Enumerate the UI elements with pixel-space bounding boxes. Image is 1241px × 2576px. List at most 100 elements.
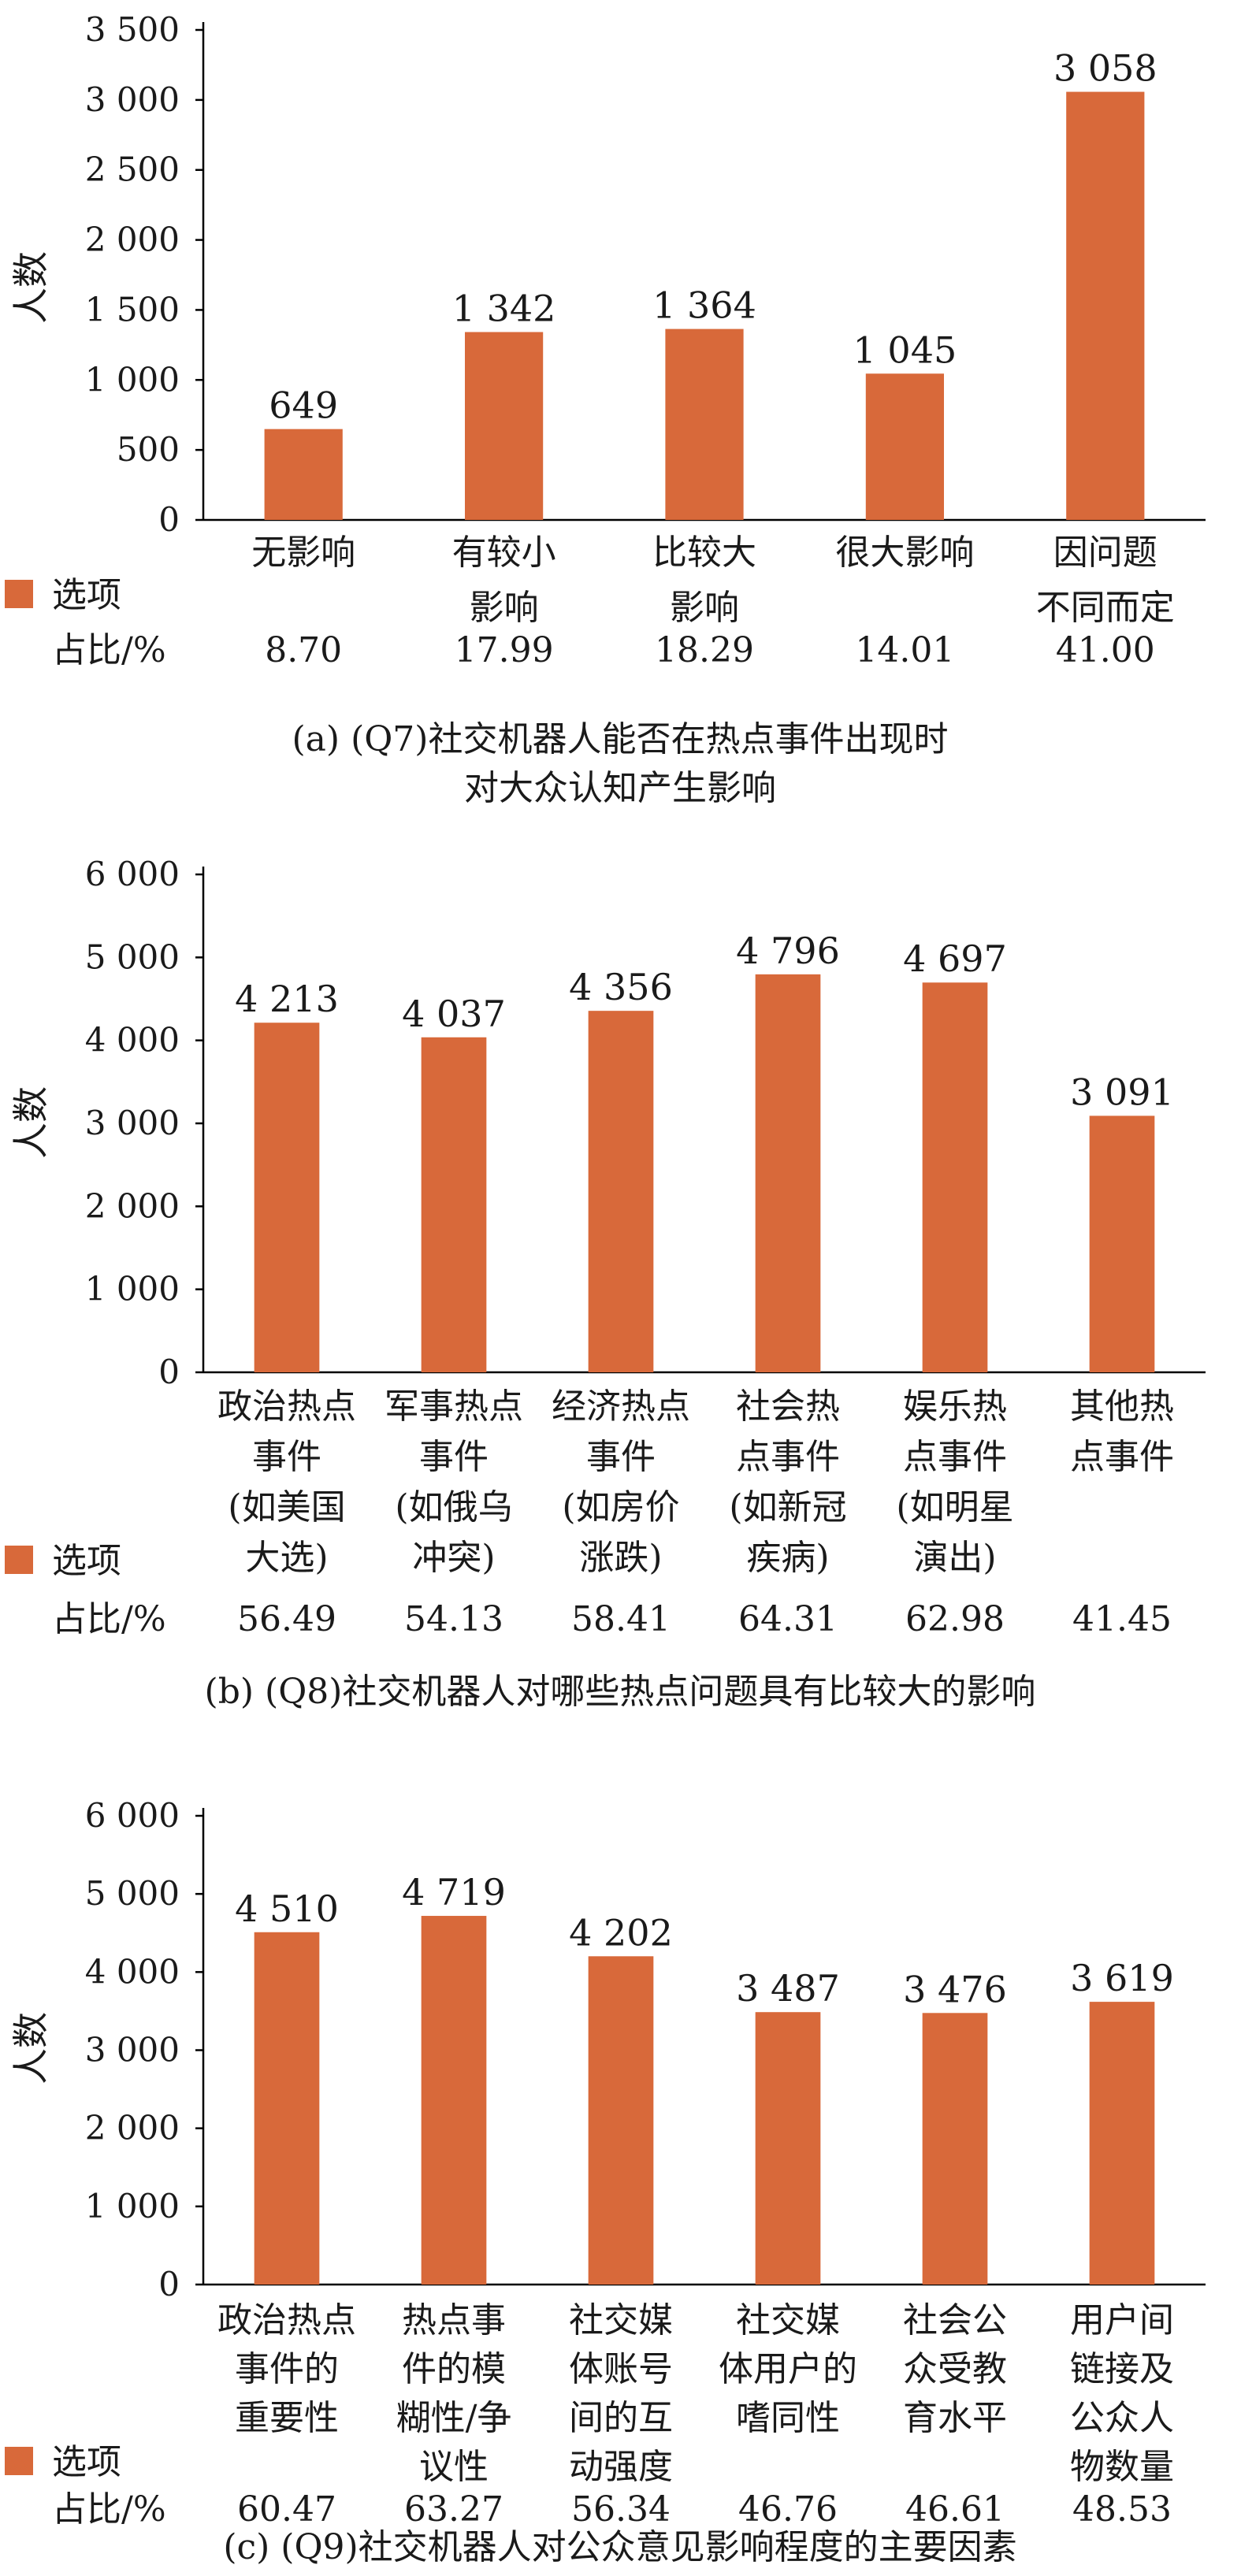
category-label: 体账号 [569, 2349, 673, 2389]
chart-panel-c: 0 1 000 2 000 3 000 4 000 5 000 6 000 人数 4 510 政治… [5, 1796, 1206, 2567]
category-label: 疾病) [746, 1538, 829, 1578]
bar [1089, 2002, 1155, 2285]
category-label: 间的互 [569, 2398, 673, 2438]
percentage-value: 41.00 [1056, 630, 1155, 670]
percentage-value: 62.98 [905, 1599, 1005, 1639]
bar-value-label: 3 487 [736, 1967, 840, 2010]
y-tick-label: 1 000 [85, 2187, 180, 2225]
category-label: (如明星 [896, 1487, 1013, 1527]
bar [755, 2012, 821, 2285]
percentage-value: 58.41 [571, 1599, 671, 1639]
percentage-value: 48.53 [1072, 2489, 1172, 2530]
bar-value-label: 4 356 [569, 966, 673, 1008]
category-label: 点事件 [736, 1437, 840, 1477]
bar [254, 1023, 320, 1372]
bar-value-label: 4 796 [736, 930, 840, 972]
percentage-value: 56.49 [237, 1599, 336, 1639]
chart-caption: (b) (Q8)社交机器人对哪些热点问题具有比较大的影响 [205, 1672, 1036, 1712]
category-label: 社交媒 [736, 2300, 840, 2340]
bar [922, 2013, 988, 2285]
y-tick-label: 2 000 [85, 221, 180, 259]
percentage-value: 46.76 [738, 2489, 838, 2530]
y-tick-label: 3 000 [85, 2031, 180, 2069]
bar-value-label: 4 037 [402, 993, 506, 1035]
percentage-value: 56.34 [571, 2489, 671, 2530]
y-tick-label: 1 000 [85, 360, 180, 399]
category-label: 体用户的 [719, 2349, 857, 2389]
chart-panel-b: 0 1 000 2 000 3 000 4 000 5 000 6 000 人数 4 213 政治… [5, 855, 1206, 1712]
category-label: 因问题 [1053, 533, 1157, 573]
category-label: 政治热点 [217, 2300, 356, 2340]
y-tick-label: 1 000 [85, 1270, 180, 1308]
y-axis-label: 人数 [9, 2012, 52, 2084]
category-label: 冲突) [412, 1538, 495, 1578]
legend-label: 选项 [52, 2442, 121, 2482]
percentage-value: 63.27 [404, 2489, 503, 2530]
category-label: 经济热点 [552, 1386, 690, 1427]
category-label: 政治热点 [217, 1386, 356, 1427]
category-label: 比较大 [652, 533, 756, 573]
chart-caption: 对大众认知产生影响 [464, 768, 776, 808]
bar [865, 373, 945, 520]
category-label: 军事热点 [385, 1386, 523, 1427]
category-label: 重要性 [235, 2398, 339, 2438]
bar [464, 332, 544, 520]
chart-panel-a: 0 500 1 000 1 500 2 000 2 500 3 000 3 500 人数 649 无… [5, 10, 1206, 808]
bar [1066, 91, 1145, 521]
percentage-row-label: 占比/% [52, 2489, 166, 2530]
chart-caption: (c) (Q9)社交机器人对公众意见影响程度的主要因素 [223, 2527, 1016, 2567]
category-label: 物数量 [1070, 2447, 1174, 2487]
percentage-value: 18.29 [655, 630, 754, 670]
percentage-value: 60.47 [237, 2489, 336, 2530]
category-label: 用户间 [1070, 2300, 1174, 2340]
y-axis-label: 人数 [9, 1086, 52, 1159]
category-label: (如房价 [562, 1487, 679, 1527]
category-label: 演出) [913, 1538, 996, 1578]
bar-value-label: 4 510 [235, 1887, 339, 1930]
bar [588, 1956, 654, 2285]
y-tick-label: 5 000 [85, 1874, 180, 1913]
legend-swatch [5, 580, 33, 608]
bar [421, 1037, 487, 1372]
y-tick-label: 0 [158, 500, 180, 539]
legend-label: 选项 [52, 575, 121, 615]
category-label: 有较小 [452, 533, 556, 573]
percentage-value: 64.31 [738, 1599, 838, 1639]
category-label: 很大影响 [835, 533, 974, 573]
bar-value-label: 4 719 [402, 1871, 506, 1913]
category-label: 众受教 [903, 2349, 1007, 2389]
bar [588, 1011, 654, 1372]
category-label: 大选) [245, 1538, 328, 1578]
legend-swatch [5, 2447, 33, 2475]
bar [421, 1916, 487, 2285]
category-label: 事件 [419, 1437, 489, 1477]
percentage-value: 8.70 [265, 630, 342, 670]
category-label: 点事件 [903, 1437, 1007, 1477]
category-label: 娱乐热 [903, 1386, 1007, 1427]
category-label: 糊性/争 [396, 2398, 512, 2438]
category-label: 社交媒 [569, 2300, 673, 2340]
category-label: 议性 [419, 2447, 489, 2487]
category-label: 无影响 [251, 533, 355, 573]
percentage-value: 17.99 [455, 630, 554, 670]
y-tick-label: 6 000 [85, 1796, 180, 1835]
bar-value-label: 1 045 [853, 328, 957, 371]
y-tick-label: 2 000 [85, 1186, 180, 1225]
bar-value-label: 4 202 [569, 1911, 673, 1954]
category-label: 社会热 [736, 1386, 840, 1427]
category-label: 社会公 [903, 2300, 1007, 2340]
legend-swatch [5, 1546, 33, 1574]
y-tick-label: 2 500 [85, 150, 180, 189]
y-tick-label: 4 000 [85, 1021, 180, 1060]
category-label: 影响 [670, 588, 739, 628]
category-label: 链接及 [1070, 2349, 1174, 2389]
y-axis-label: 人数 [9, 251, 52, 324]
bar [1089, 1115, 1155, 1372]
percentage-value: 41.45 [1072, 1599, 1172, 1639]
category-label: 其他热 [1070, 1386, 1174, 1427]
category-label: 热点事 [402, 2300, 506, 2340]
category-label: 公众人 [1070, 2398, 1174, 2438]
chart-caption: (a) (Q7)社交机器人能否在热点事件出现时 [292, 719, 949, 759]
bar-value-label: 3 619 [1070, 1957, 1174, 1999]
